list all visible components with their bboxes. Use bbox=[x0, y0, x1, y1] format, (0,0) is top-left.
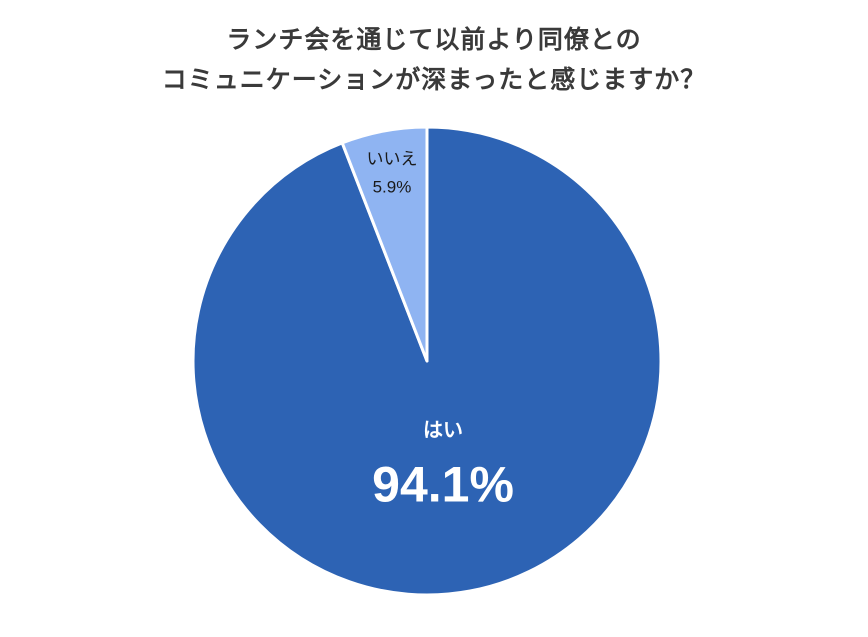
pie-labels: はい 94.1% いいえ 5.9% bbox=[366, 149, 513, 512]
slice-value-1: 5.9% bbox=[373, 177, 412, 196]
chart-title-line-2: コミュニケーションが深まったと感じますか？ bbox=[161, 65, 707, 94]
pie-slices bbox=[191, 125, 663, 597]
chart-title-line-1: ランチ会を通じて以前より同僚との bbox=[226, 25, 642, 54]
slice-value-0: 94.1% bbox=[372, 457, 514, 513]
pie-slice-1 bbox=[340, 125, 429, 363]
slice-label-0: はい bbox=[423, 418, 463, 442]
chart-title: ランチ会を通じて以前より同僚との コミュニケーションが深まったと感じますか？ bbox=[0, 20, 868, 100]
slice-label-1: いいえ bbox=[366, 149, 417, 169]
